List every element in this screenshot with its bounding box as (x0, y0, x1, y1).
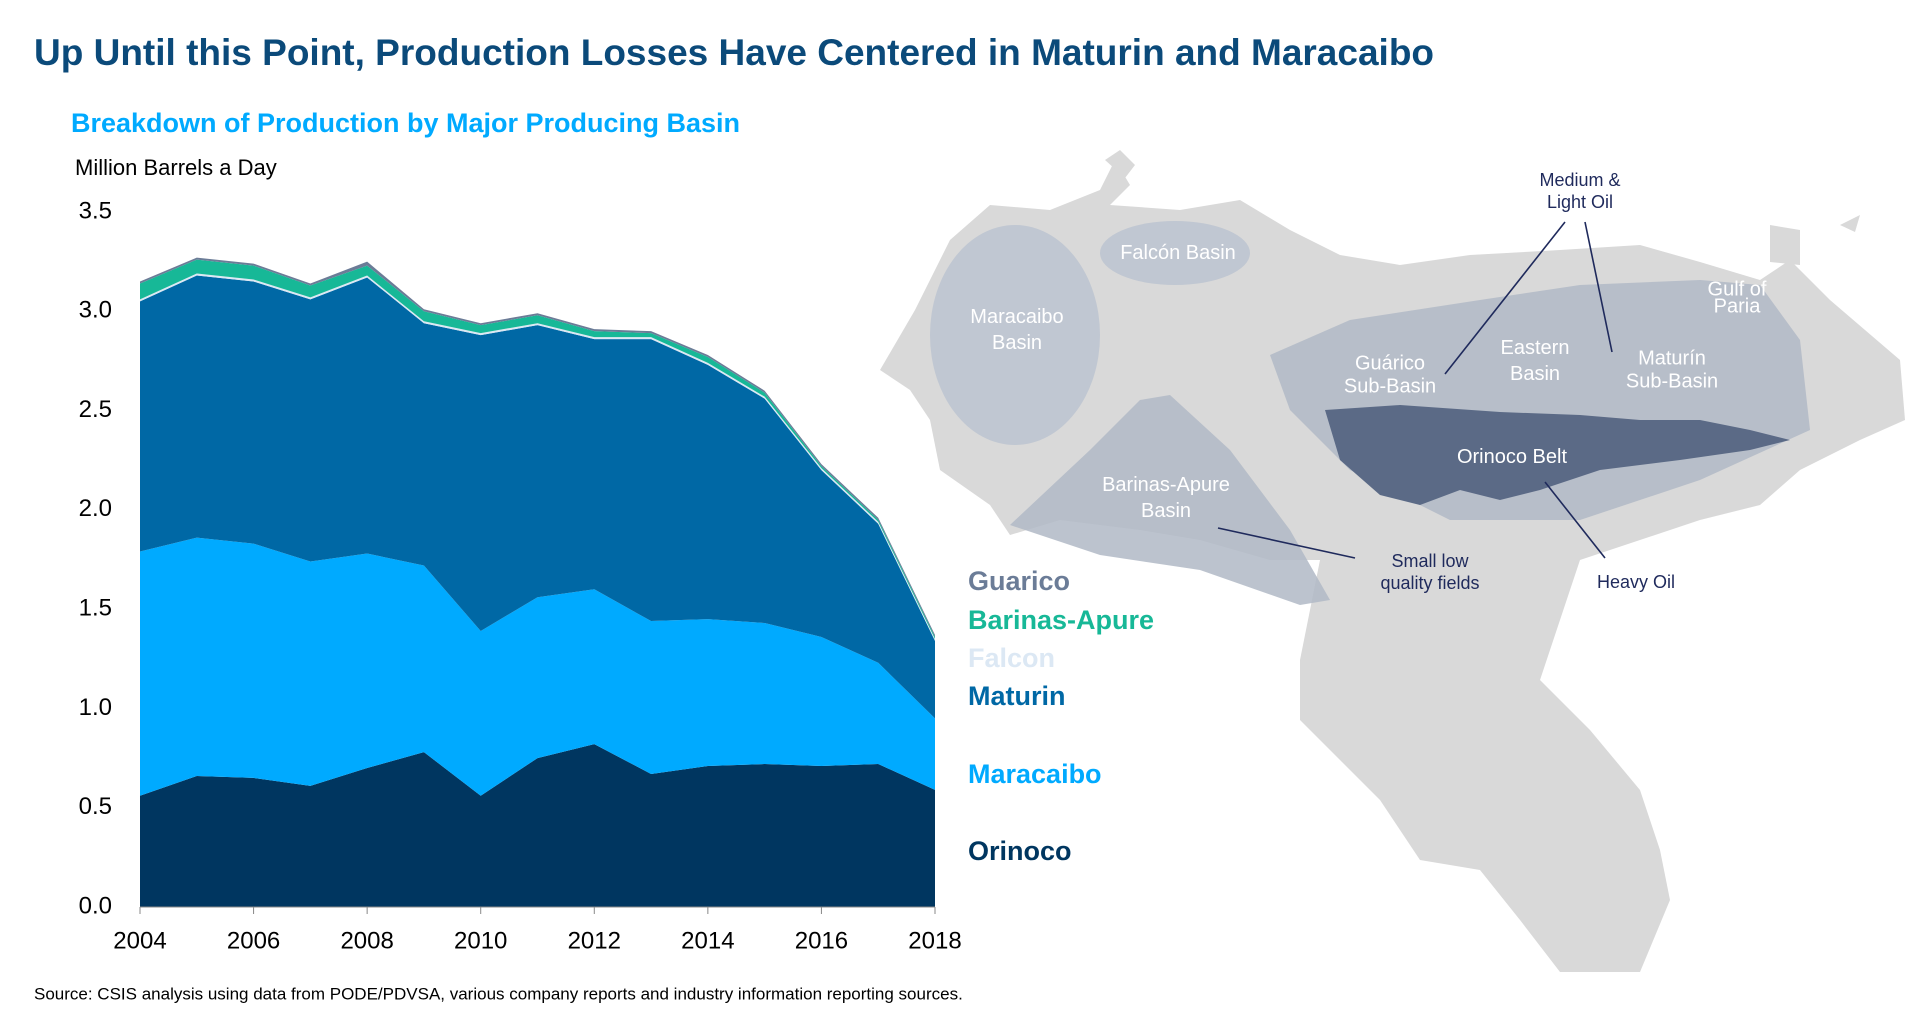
map-note: Heavy Oil (1597, 572, 1675, 592)
basin-shape (930, 225, 1100, 445)
map (880, 150, 1905, 972)
x-tick-label: 2004 (113, 927, 166, 954)
map-label: Maracaibo Basin (970, 306, 1063, 354)
x-tick-label: 2008 (340, 927, 393, 954)
y-tick-label: 2.5 (79, 396, 112, 423)
legend-entry: Maracaibo (968, 759, 1102, 789)
map-labels: Falcón Basin Maracaibo Basin Guárico Sub-Bas… (970, 170, 1767, 593)
y-tick-label: 0.0 (79, 892, 112, 919)
y-tick-label: 3.5 (79, 197, 112, 224)
map-label: Maturín Sub-Basin (1626, 348, 1718, 393)
chart-title: Breakdown of Production by Major Produci… (71, 108, 740, 138)
x-tick-label: 2010 (454, 927, 507, 954)
y-tick-label: 1.5 (79, 594, 112, 621)
x-tick-label: 2018 (908, 927, 961, 954)
y-axis-label: Million Barrels a Day (75, 155, 277, 180)
map-note: Small low quality fields (1380, 551, 1479, 593)
map-label: Eastern Basin (1501, 337, 1570, 385)
callout-lines (1217, 221, 1613, 559)
legend-entry: Falcon (968, 643, 1055, 673)
map-label: Falcón Basin (1120, 242, 1236, 264)
area (140, 537, 935, 796)
map-label: Orinoco Belt (1457, 446, 1567, 468)
island (1105, 150, 1860, 265)
orinoco-belt (1325, 405, 1790, 505)
map-note: Medium & Light Oil (1539, 170, 1620, 212)
map-label: Guárico Sub-Basin (1344, 353, 1436, 398)
basin-shape (1100, 221, 1250, 285)
x-tick-label: 2016 (795, 927, 848, 954)
legend-entry: Barinas-Apure (968, 605, 1154, 635)
page-title: Up Until this Point, Production Losses H… (34, 32, 1434, 73)
map-label: Barinas-Apure Basin (1102, 474, 1230, 522)
legend: Orinoco Maracaibo Maturin Falcon Barinas-Apu… (968, 566, 1154, 866)
x-tick-label: 2006 (227, 927, 280, 954)
area (140, 744, 935, 907)
y-tick-label: 1.0 (79, 694, 112, 721)
legend-entry: Guarico (968, 566, 1070, 596)
plot: 0.0 0.5 1.0 1.5 2.0 2.5 3.0 3.5 2004 2006 2008 2010… (79, 197, 962, 954)
source: Source: CSIS analysis using data from PO… (34, 984, 963, 1003)
y-tick-label: 0.5 (79, 793, 112, 820)
legend-entry: Maturin (968, 681, 1066, 711)
basin-shape (1010, 395, 1330, 605)
area (140, 275, 935, 719)
y-tick-label: 2.0 (79, 495, 112, 522)
map-label: Gulf of Paria (1708, 279, 1767, 318)
legend-entry: Orinoco (968, 836, 1072, 866)
x-tick-label: 2012 (568, 927, 621, 954)
x-tick-label: 2014 (681, 927, 734, 954)
y-tick-label: 3.0 (79, 297, 112, 324)
